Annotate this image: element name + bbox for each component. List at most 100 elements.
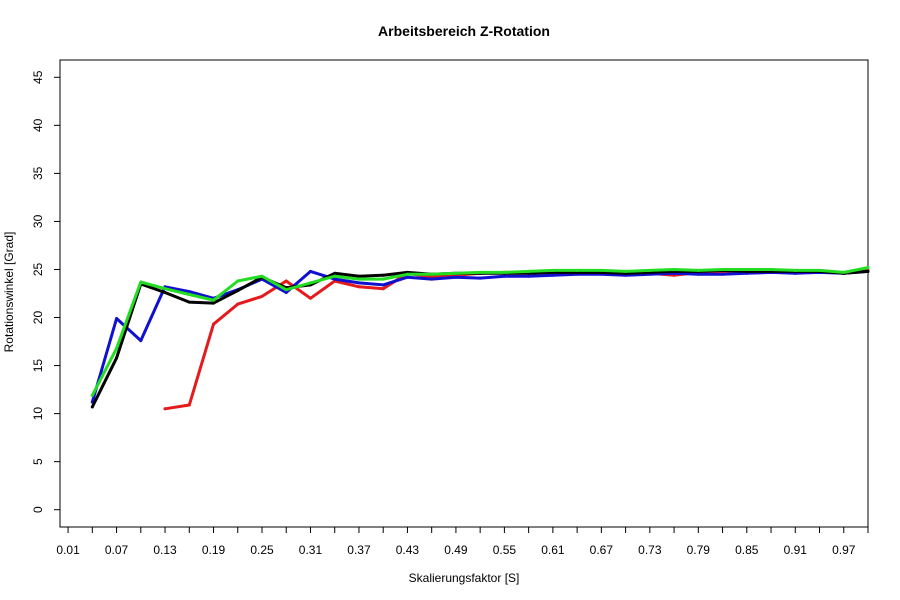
series-4-point <box>163 287 167 291</box>
series-2-point <box>696 272 700 276</box>
plot-area: 0.01 0.07 0.13 0.19 0.25 0.31 0.37 0.43 0.49 0.55… <box>31 59 870 557</box>
series-3-point <box>90 405 94 409</box>
series-2-point <box>115 316 119 320</box>
series-2-point <box>721 272 725 276</box>
series-2-point <box>405 275 409 279</box>
x-tick-label: 0.43 <box>396 543 420 557</box>
series-line-4 <box>90 266 870 397</box>
x-tick-label: 0.67 <box>590 543 614 557</box>
series-4-point <box>430 272 434 276</box>
series-1-point <box>236 302 240 306</box>
series-4-point <box>672 267 676 271</box>
series-4-point <box>405 272 409 276</box>
series-4-point <box>793 268 797 272</box>
series-4-point <box>357 277 361 281</box>
series-1-point <box>187 403 191 407</box>
series-2-point <box>139 339 143 343</box>
series-4-point <box>115 346 119 350</box>
x-tick-label: 0.97 <box>832 543 856 557</box>
series-2-point <box>357 281 361 285</box>
series-4-point <box>478 270 482 274</box>
x-tick-label: 0.25 <box>250 543 274 557</box>
series-2-point <box>502 274 506 278</box>
series-4-point <box>212 298 216 302</box>
series-3-point <box>115 356 119 360</box>
x-tick-label: 0.31 <box>299 543 323 557</box>
series-3-point <box>333 271 337 275</box>
series-4-point <box>842 270 846 274</box>
series-1-point <box>260 294 264 298</box>
x-tick-label: 0.19 <box>202 543 226 557</box>
series-2-point <box>381 283 385 287</box>
series-3-point <box>381 273 385 277</box>
y-tick-label: 35 <box>31 166 45 180</box>
y-tick-label: 15 <box>31 359 45 373</box>
series-4-point <box>454 271 458 275</box>
x-tick-label: 0.73 <box>638 543 662 557</box>
x-tick-label: 0.13 <box>153 543 177 557</box>
series-2-point <box>308 269 312 273</box>
series-2-point <box>478 276 482 280</box>
x-axis-label: Skalierungsfaktor [S] <box>409 571 520 585</box>
series-4-point <box>308 281 312 285</box>
series-2-point <box>333 277 337 281</box>
series-4-point <box>721 267 725 271</box>
x-tick-label: 0.37 <box>347 543 371 557</box>
series-4-point <box>187 292 191 296</box>
y-tick-label: 25 <box>31 262 45 276</box>
series-1-point <box>308 296 312 300</box>
series-3-point <box>212 301 216 305</box>
x-tick-label: 0.91 <box>784 543 808 557</box>
y-tick-label: 10 <box>31 407 45 421</box>
x-tick-label: 0.61 <box>541 543 565 557</box>
series-2-point <box>284 291 288 295</box>
series-4-point <box>818 268 822 272</box>
series-1-point <box>357 285 361 289</box>
series-4-point <box>551 268 555 272</box>
series-4-point <box>502 270 506 274</box>
series-4-point <box>769 267 773 271</box>
series-4-point <box>90 393 94 397</box>
series-3-point <box>866 269 870 273</box>
x-tick-label: 0.85 <box>735 543 759 557</box>
series-2-point <box>527 274 531 278</box>
y-tick-label: 40 <box>31 118 45 132</box>
series-1-point <box>212 322 216 326</box>
series-line-1 <box>163 268 870 411</box>
series-3-point <box>187 300 191 304</box>
series-4-point <box>139 280 143 284</box>
series-3-point <box>163 291 167 295</box>
series-4-point <box>236 279 240 283</box>
series-2-point <box>430 277 434 281</box>
series-4-point <box>260 274 264 278</box>
y-tick-label: 5 <box>31 458 45 465</box>
y-tick-label: 30 <box>31 214 45 228</box>
x-tick-label: 0.49 <box>444 543 468 557</box>
x-tick-label: 0.07 <box>105 543 129 557</box>
series-3-point <box>236 289 240 293</box>
series-4-point <box>866 266 870 270</box>
series-2-point <box>454 275 458 279</box>
series-1-point <box>381 287 385 291</box>
series-4-point <box>745 267 749 271</box>
chart-title: Arbeitsbereich Z-Rotation <box>378 23 550 39</box>
x-tick-label: 0.01 <box>56 543 80 557</box>
series-2-point <box>551 273 555 277</box>
x-tick-label: 0.55 <box>493 543 517 557</box>
series-4-point <box>527 269 531 273</box>
y-tick-label: 45 <box>31 70 45 84</box>
y-axis-label: Rotationswinkel [Grad] <box>2 232 16 353</box>
series-4-point <box>648 268 652 272</box>
x-tick-label: 0.79 <box>687 543 711 557</box>
series-4-point <box>333 274 337 278</box>
y-tick-label: 20 <box>31 311 45 325</box>
series-4-point <box>696 268 700 272</box>
series-3-point <box>357 274 361 278</box>
y-tick-label: 0 <box>31 506 45 513</box>
series-4-point <box>575 268 579 272</box>
series-1-point <box>284 279 288 283</box>
series-4-point <box>381 277 385 281</box>
series-4-point <box>599 268 603 272</box>
series-2-point <box>187 290 191 294</box>
